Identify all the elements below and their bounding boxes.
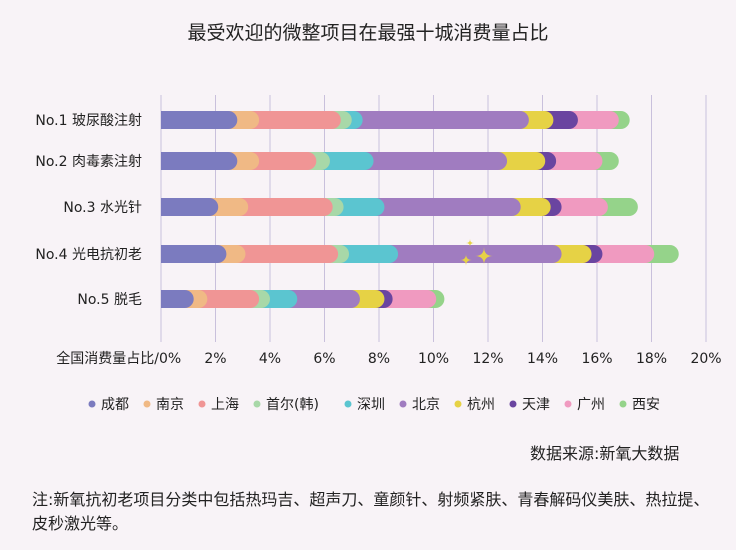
x-tick-label: 18% (636, 351, 667, 367)
legend-marker (344, 400, 352, 408)
x-axis-label: 全国消费量占比/ (56, 350, 159, 367)
legend-marker (454, 400, 462, 408)
x-tick-label: 20% (690, 351, 721, 367)
bar-segment-base (161, 290, 179, 308)
bar-segment-base (161, 111, 179, 129)
bar-segment-base (161, 152, 179, 170)
category-label: No.2 肉毒素注射 (35, 154, 142, 170)
bar-segment-base (161, 198, 179, 216)
legend-marker (564, 400, 572, 408)
bar-segment (161, 111, 238, 129)
legend-label: 杭州 (467, 397, 495, 413)
bar-segment-base (161, 245, 179, 263)
legend-label: 成都 (101, 397, 129, 413)
sparkle-icon (460, 254, 472, 266)
legend-label: 上海 (211, 397, 239, 413)
legend-marker (509, 400, 517, 408)
x-tick-label: 4% (259, 351, 281, 367)
data-source: 数据来源:新氧大数据 (530, 444, 680, 463)
legend-label: 天津 (522, 397, 550, 413)
x-tick-label: 12% (472, 351, 503, 367)
chart-title: 最受欢迎的微整项目在最强十城消费量占比 (187, 22, 549, 44)
sparkle-icon (466, 239, 474, 247)
footnote: 注:新氧抗初老项目分类中包括热玛吉、超声刀、童颜针、射频紧肤、青春解码仪美肤、热… (32, 490, 710, 533)
category-label: No.4 光电抗初老 (35, 246, 142, 263)
legend-marker (399, 400, 407, 408)
legend-label: 首尔(韩) (266, 397, 319, 413)
x-tick-label: 8% (368, 351, 390, 367)
legend-marker (198, 400, 206, 408)
legend-marker (253, 400, 261, 408)
x-tick-label: 16% (581, 351, 612, 367)
legend-marker (143, 400, 151, 408)
x-tick-label: 0% (159, 351, 181, 367)
x-tick-label: 6% (313, 351, 335, 367)
legend-label: 北京 (412, 397, 440, 413)
legend-marker (88, 400, 96, 408)
x-tick-label: 2% (204, 351, 226, 367)
category-label: No.3 水光针 (63, 200, 142, 216)
x-tick-label: 10% (418, 351, 449, 367)
x-tick-label: 14% (527, 351, 558, 367)
category-label: No.1 玻尿酸注射 (35, 113, 142, 129)
category-label: No.5 脱毛 (77, 292, 142, 308)
legend-label: 广州 (577, 397, 605, 413)
bar-segment (161, 152, 238, 170)
legend-label: 南京 (156, 397, 184, 413)
legend-label: 西安 (632, 397, 660, 413)
sparkle-icon (475, 247, 493, 265)
legend-label: 深圳 (357, 397, 385, 413)
legend-marker (619, 400, 627, 408)
